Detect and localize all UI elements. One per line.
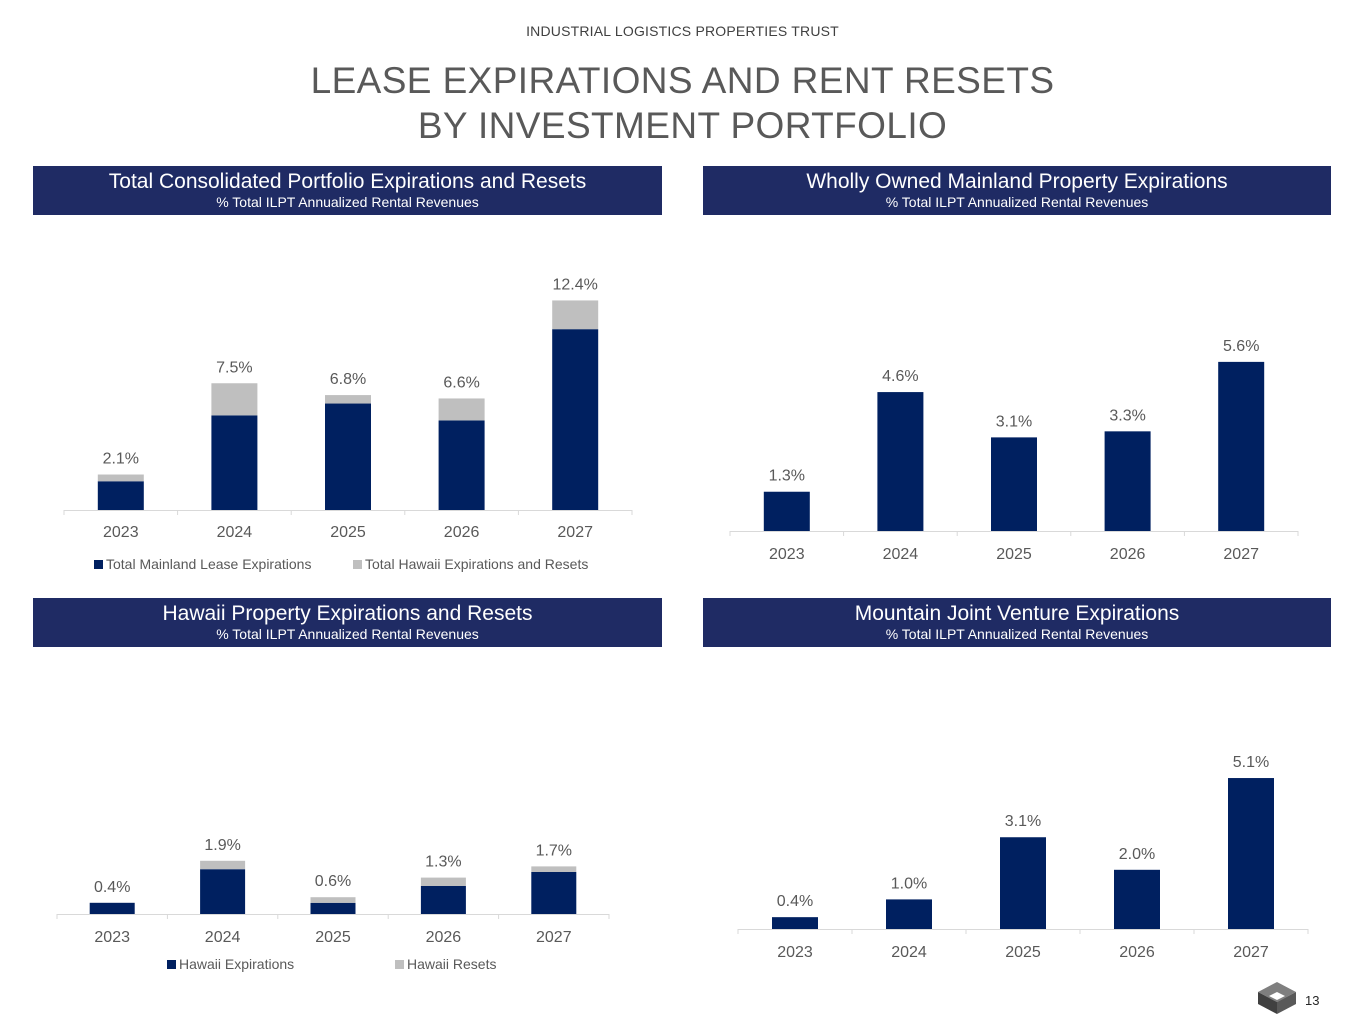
legend-swatch-hawaii-1 — [395, 960, 404, 969]
bar-hawaii-secondary-2027 — [531, 866, 577, 872]
tick-label-hawaii-2025: 2025 — [315, 929, 351, 946]
data-label-mainland-2026: 3.3% — [1109, 407, 1145, 424]
bar-hawaii-secondary-2024 — [200, 860, 246, 870]
tick-label-consolidated-2025: 2025 — [330, 524, 366, 541]
bar-hawaii-primary-2027 — [531, 872, 577, 914]
bar-consolidated-primary-2027 — [552, 329, 599, 510]
data-label-hawaii-2026: 1.3% — [425, 854, 461, 871]
tick-label-mainland-2027: 2027 — [1223, 546, 1259, 563]
bar-hawaii-primary-2023 — [89, 902, 135, 914]
data-label-consolidated-2027: 12.4% — [553, 276, 598, 293]
tick-label-mountain-2024: 2024 — [891, 944, 927, 961]
legend-label-consolidated-0: Total Mainland Lease Expirations — [106, 556, 311, 572]
data-label-mainland-2024: 4.6% — [882, 368, 918, 385]
bar-mountain-2025 — [1000, 837, 1046, 929]
data-label-mountain-2024: 1.0% — [891, 875, 927, 892]
bar-hawaii-primary-2026 — [420, 886, 466, 914]
data-label-consolidated-2024: 7.5% — [216, 359, 252, 376]
page-title: LEASE EXPIRATIONS AND RENT RESETS BY INV… — [0, 58, 1365, 148]
tick-label-hawaii-2026: 2026 — [426, 929, 462, 946]
tick-label-consolidated-2023: 2023 — [103, 524, 139, 541]
bar-mainland-2025 — [991, 437, 1037, 531]
legend-label-consolidated-1: Total Hawaii Expirations and Resets — [365, 556, 588, 572]
data-label-hawaii-2027: 1.7% — [536, 842, 572, 859]
data-label-mainland-2023: 1.3% — [769, 468, 805, 485]
company-logo-icon — [1258, 982, 1296, 1014]
legend-swatch-consolidated-0 — [94, 560, 103, 569]
bar-hawaii-primary-2025 — [310, 902, 356, 914]
page-number: 13 — [1305, 993, 1320, 1008]
bar-consolidated-secondary-2027 — [552, 300, 599, 330]
panel-title: Total Consolidated Portfolio Expirations… — [108, 170, 587, 193]
panel-header-hawaii: Hawaii Property Expirations and Resets %… — [33, 598, 662, 647]
data-label-mountain-2025: 3.1% — [1005, 813, 1041, 830]
bar-consolidated-primary-2024 — [211, 415, 258, 510]
tick-label-mainland-2023: 2023 — [769, 546, 805, 563]
data-label-consolidated-2026: 6.6% — [443, 374, 479, 391]
panel-subtitle: % Total ILPT Annualized Rental Revenues — [216, 194, 479, 210]
panel-title: Mountain Joint Venture Expirations — [854, 602, 1180, 625]
bar-mountain-2026 — [1114, 869, 1160, 929]
page-title-line1: LEASE EXPIRATIONS AND RENT RESETS — [310, 60, 1055, 101]
tick-label-mainland-2026: 2026 — [1110, 546, 1146, 563]
panel-subtitle: % Total ILPT Annualized Rental Revenues — [216, 626, 479, 642]
tick-label-hawaii-2024: 2024 — [205, 929, 241, 946]
bar-mainland-2023 — [763, 491, 810, 531]
panel-subtitle: % Total ILPT Annualized Rental Revenues — [885, 194, 1149, 210]
data-label-consolidated-2025: 6.8% — [330, 371, 366, 388]
tick-label-mountain-2027: 2027 — [1233, 944, 1269, 961]
bar-mainland-2024 — [877, 392, 924, 531]
bar-hawaii-secondary-2025 — [310, 897, 356, 903]
legend-label-hawaii-0: Hawaii Expirations — [179, 956, 294, 972]
bar-hawaii-secondary-2026 — [420, 877, 466, 886]
bar-consolidated-secondary-2023 — [97, 474, 144, 482]
company-name: INDUSTRIAL LOGISTICS PROPERTIES TRUST — [526, 23, 839, 39]
legend-label-hawaii-1: Hawaii Resets — [407, 956, 496, 972]
bar-mountain-2023 — [772, 917, 818, 929]
tick-label-consolidated-2027: 2027 — [557, 524, 593, 541]
bar-mountain-2027 — [1228, 778, 1274, 929]
bar-consolidated-secondary-2026 — [438, 398, 485, 421]
data-label-mainland-2025: 3.1% — [996, 413, 1032, 430]
bar-mainland-2027 — [1218, 361, 1265, 531]
panel-title: Wholly Owned Mainland Property Expiratio… — [806, 170, 1228, 193]
data-label-mainland-2027: 5.6% — [1223, 338, 1259, 355]
data-label-mountain-2026: 2.0% — [1119, 846, 1155, 863]
tick-label-consolidated-2024: 2024 — [217, 524, 253, 541]
tick-label-hawaii-2027: 2027 — [536, 929, 572, 946]
panel-header-consolidated: Total Consolidated Portfolio Expirations… — [33, 166, 662, 215]
panel-header-mainland: Wholly Owned Mainland Property Expiratio… — [703, 166, 1331, 215]
tick-label-consolidated-2026: 2026 — [444, 524, 480, 541]
bar-consolidated-primary-2025 — [325, 403, 371, 510]
bar-consolidated-secondary-2025 — [325, 395, 371, 404]
data-label-mountain-2023: 0.4% — [777, 893, 813, 910]
tick-label-mountain-2026: 2026 — [1119, 944, 1155, 961]
bar-consolidated-secondary-2024 — [211, 383, 258, 416]
tick-label-mountain-2023: 2023 — [777, 944, 813, 961]
tick-label-mainland-2024: 2024 — [883, 546, 919, 563]
bar-mainland-2026 — [1104, 431, 1151, 531]
page-title-line2: BY INVESTMENT PORTFOLIO — [417, 105, 948, 146]
panel-title: Hawaii Property Expirations and Resets — [162, 602, 533, 625]
bar-consolidated-primary-2026 — [438, 420, 485, 510]
panel-header-mountain: Mountain Joint Venture Expirations % Tot… — [703, 598, 1331, 647]
data-label-hawaii-2025: 0.6% — [315, 873, 351, 890]
data-label-mountain-2027: 5.1% — [1233, 754, 1269, 771]
legend-swatch-hawaii-0 — [167, 960, 176, 969]
tick-label-mainland-2025: 2025 — [996, 546, 1032, 563]
bar-hawaii-primary-2024 — [200, 869, 246, 914]
bar-consolidated-primary-2023 — [97, 481, 144, 510]
panel-subtitle: % Total ILPT Annualized Rental Revenues — [885, 626, 1149, 642]
tick-label-hawaii-2023: 2023 — [94, 929, 130, 946]
data-label-consolidated-2023: 2.1% — [103, 451, 139, 468]
bar-mountain-2024 — [886, 899, 932, 929]
data-label-hawaii-2023: 0.4% — [94, 879, 130, 896]
tick-label-mountain-2025: 2025 — [1005, 944, 1041, 961]
legend-swatch-consolidated-1 — [353, 560, 362, 569]
data-label-hawaii-2024: 1.9% — [204, 837, 240, 854]
